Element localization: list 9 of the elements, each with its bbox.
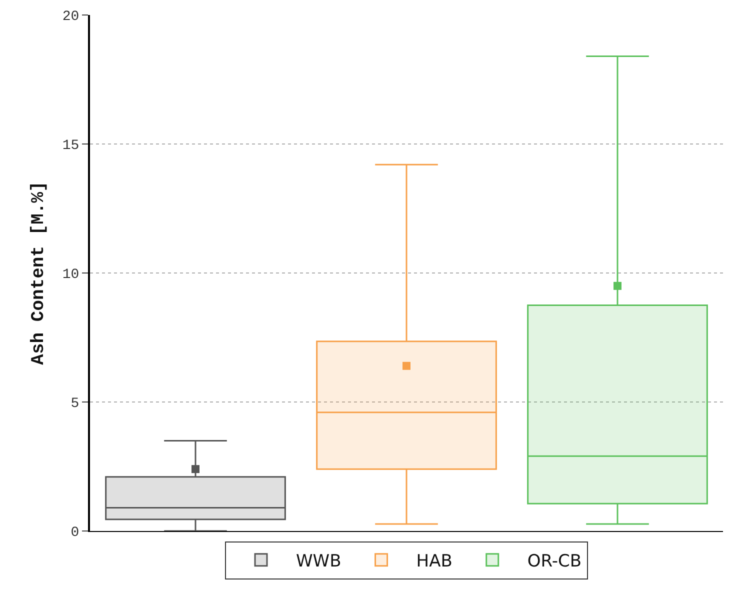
- y-tick-label: 0: [70, 524, 80, 541]
- legend-label: HAB: [416, 552, 452, 572]
- y-tick-label: 5: [70, 396, 80, 412]
- legend-label: OR-CB: [527, 552, 582, 572]
- y-axis-title: Ash Content [M.%]: [29, 181, 49, 365]
- y-tick-label: 10: [62, 266, 80, 283]
- y-tick-label: 15: [62, 138, 80, 154]
- y-tick-label: 20: [62, 8, 80, 25]
- legend-label: WWB: [296, 552, 342, 572]
